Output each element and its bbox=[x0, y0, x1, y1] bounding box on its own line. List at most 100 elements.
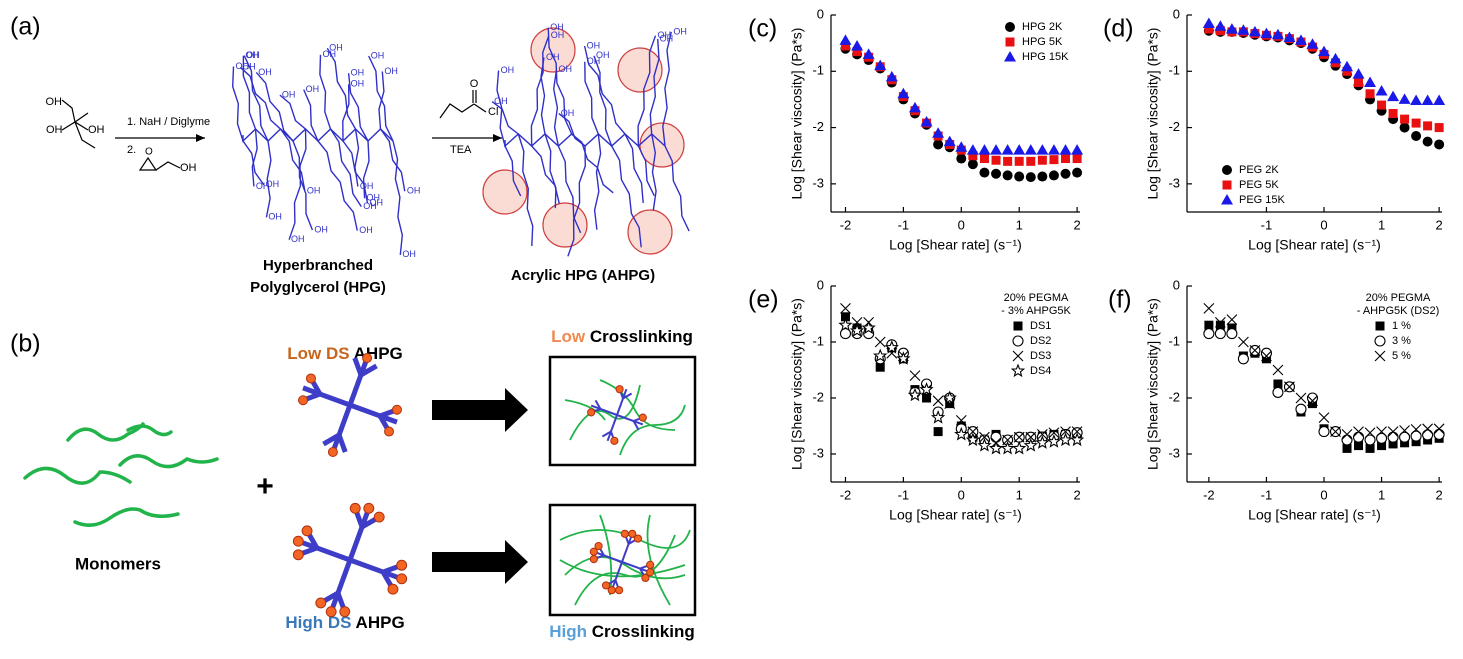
dendrimer-arm bbox=[616, 414, 634, 422]
chem-bond bbox=[593, 55, 613, 147]
data-point bbox=[1422, 136, 1433, 147]
data-point bbox=[1012, 440, 1027, 455]
oh-label: OH bbox=[558, 64, 572, 74]
data-point bbox=[840, 312, 850, 322]
dendrimer-arm bbox=[316, 545, 351, 563]
oh-label: OH bbox=[363, 201, 377, 211]
data-point bbox=[1353, 426, 1364, 437]
data-point bbox=[1364, 76, 1377, 88]
data-point bbox=[1317, 45, 1330, 57]
dendrimer-arm bbox=[322, 432, 341, 447]
data-point bbox=[1014, 171, 1025, 182]
chem-bond bbox=[392, 140, 404, 255]
chem-bond bbox=[329, 128, 362, 207]
text: DS bbox=[328, 613, 352, 632]
legend-marker bbox=[1222, 180, 1232, 190]
oh-label: OH bbox=[587, 56, 601, 66]
data-point bbox=[1434, 123, 1444, 133]
data-point bbox=[1410, 94, 1423, 106]
data-point bbox=[862, 48, 875, 59]
data-point bbox=[990, 431, 1002, 443]
dendrimer-arm bbox=[622, 388, 628, 399]
oh-label: OH bbox=[360, 181, 374, 191]
cl-label: Cl bbox=[488, 106, 498, 118]
oh-label: OH bbox=[258, 67, 272, 77]
y-tick-label: -3 bbox=[1168, 175, 1180, 190]
chem-bond bbox=[664, 145, 690, 232]
data-point bbox=[1058, 432, 1073, 447]
data-point bbox=[943, 135, 956, 147]
oh-label: OH bbox=[407, 186, 421, 196]
data-point bbox=[1365, 89, 1375, 99]
x-tick-label: 2 bbox=[1436, 217, 1443, 232]
y-tick-label: -2 bbox=[812, 119, 824, 134]
data-point bbox=[1048, 170, 1059, 181]
data-point bbox=[966, 144, 979, 155]
dendrimer-arm bbox=[622, 392, 633, 400]
data-point bbox=[1059, 144, 1072, 155]
x-tick-label: -2 bbox=[840, 487, 852, 502]
y-tick-label: -3 bbox=[812, 445, 824, 460]
legend-label: 5 % bbox=[1392, 350, 1411, 362]
y-tick-label: -1 bbox=[812, 333, 824, 348]
data-point bbox=[1049, 155, 1059, 165]
data-point bbox=[979, 431, 990, 443]
data-point bbox=[1422, 423, 1433, 435]
data-point bbox=[1388, 109, 1398, 118]
chem-bond bbox=[242, 128, 394, 143]
panel-label: (d) bbox=[1103, 15, 1134, 43]
compound-name: Hyperbranched bbox=[263, 257, 373, 274]
chem-bond bbox=[544, 133, 557, 209]
oh-label: OH bbox=[596, 50, 610, 60]
dendrimer-arm bbox=[616, 398, 624, 416]
text: DS bbox=[326, 344, 350, 363]
data-point bbox=[1226, 328, 1238, 340]
oh-label: OH bbox=[323, 49, 337, 59]
text: Crosslinking bbox=[592, 622, 695, 641]
text: Low bbox=[551, 327, 586, 346]
oh-label: OH bbox=[329, 43, 343, 53]
x-axis-title: Log [Shear rate] (s⁻¹) bbox=[1248, 237, 1381, 253]
acrylate-dot bbox=[363, 502, 375, 514]
dendrimers bbox=[292, 353, 655, 618]
data-point bbox=[1035, 435, 1050, 449]
chart: (c) 0 -1 -2 -3 -2 -1 0 1 2 Log [Shear rate] (s⁻¹) L… bbox=[748, 6, 1084, 253]
data-point bbox=[965, 432, 981, 447]
data-point bbox=[1225, 23, 1238, 34]
data-point bbox=[1306, 392, 1319, 404]
chem-bond bbox=[540, 57, 546, 135]
chem-bond bbox=[593, 133, 602, 230]
dendrimer-arm bbox=[336, 404, 353, 436]
oh-label: OH bbox=[46, 96, 63, 108]
panel-label: (a) bbox=[10, 13, 41, 41]
y-tick-label: 0 bbox=[817, 6, 824, 21]
data-point bbox=[1421, 94, 1434, 106]
data-point bbox=[990, 144, 1003, 155]
legend-marker bbox=[1012, 335, 1024, 347]
x-tick-label: 1 bbox=[1378, 487, 1385, 502]
dendrimer-arm bbox=[606, 431, 612, 442]
chart: (e) 0 -1 -2 -3 -2 -1 0 1 2 Log [Shear rate] (s⁻¹) L… bbox=[748, 277, 1085, 523]
oh-label: OH bbox=[351, 79, 365, 89]
acrylate-dot bbox=[615, 586, 624, 595]
acrylate-dot bbox=[349, 502, 361, 514]
oh-label: OH bbox=[551, 30, 565, 40]
data-point bbox=[1295, 403, 1307, 415]
data-point bbox=[1215, 317, 1226, 328]
data-point bbox=[1399, 425, 1410, 436]
y-axis-title: Log [Shear viscosity] (Pa*s) bbox=[1145, 28, 1161, 200]
acrylate-highlight bbox=[530, 27, 576, 73]
oh-label: OH bbox=[46, 124, 63, 136]
dendrimer-arm bbox=[347, 526, 365, 561]
data-point bbox=[838, 317, 853, 332]
data-point bbox=[1273, 379, 1283, 389]
text: Crosslinking bbox=[590, 327, 693, 346]
oh-label: OH bbox=[88, 124, 105, 136]
data-point bbox=[897, 87, 910, 99]
data-point bbox=[920, 115, 933, 127]
data-point bbox=[1261, 350, 1272, 362]
data-point bbox=[1014, 156, 1024, 166]
acrylate-dot bbox=[305, 373, 316, 384]
data-point bbox=[1023, 438, 1038, 452]
oh-label: OH bbox=[266, 179, 280, 189]
